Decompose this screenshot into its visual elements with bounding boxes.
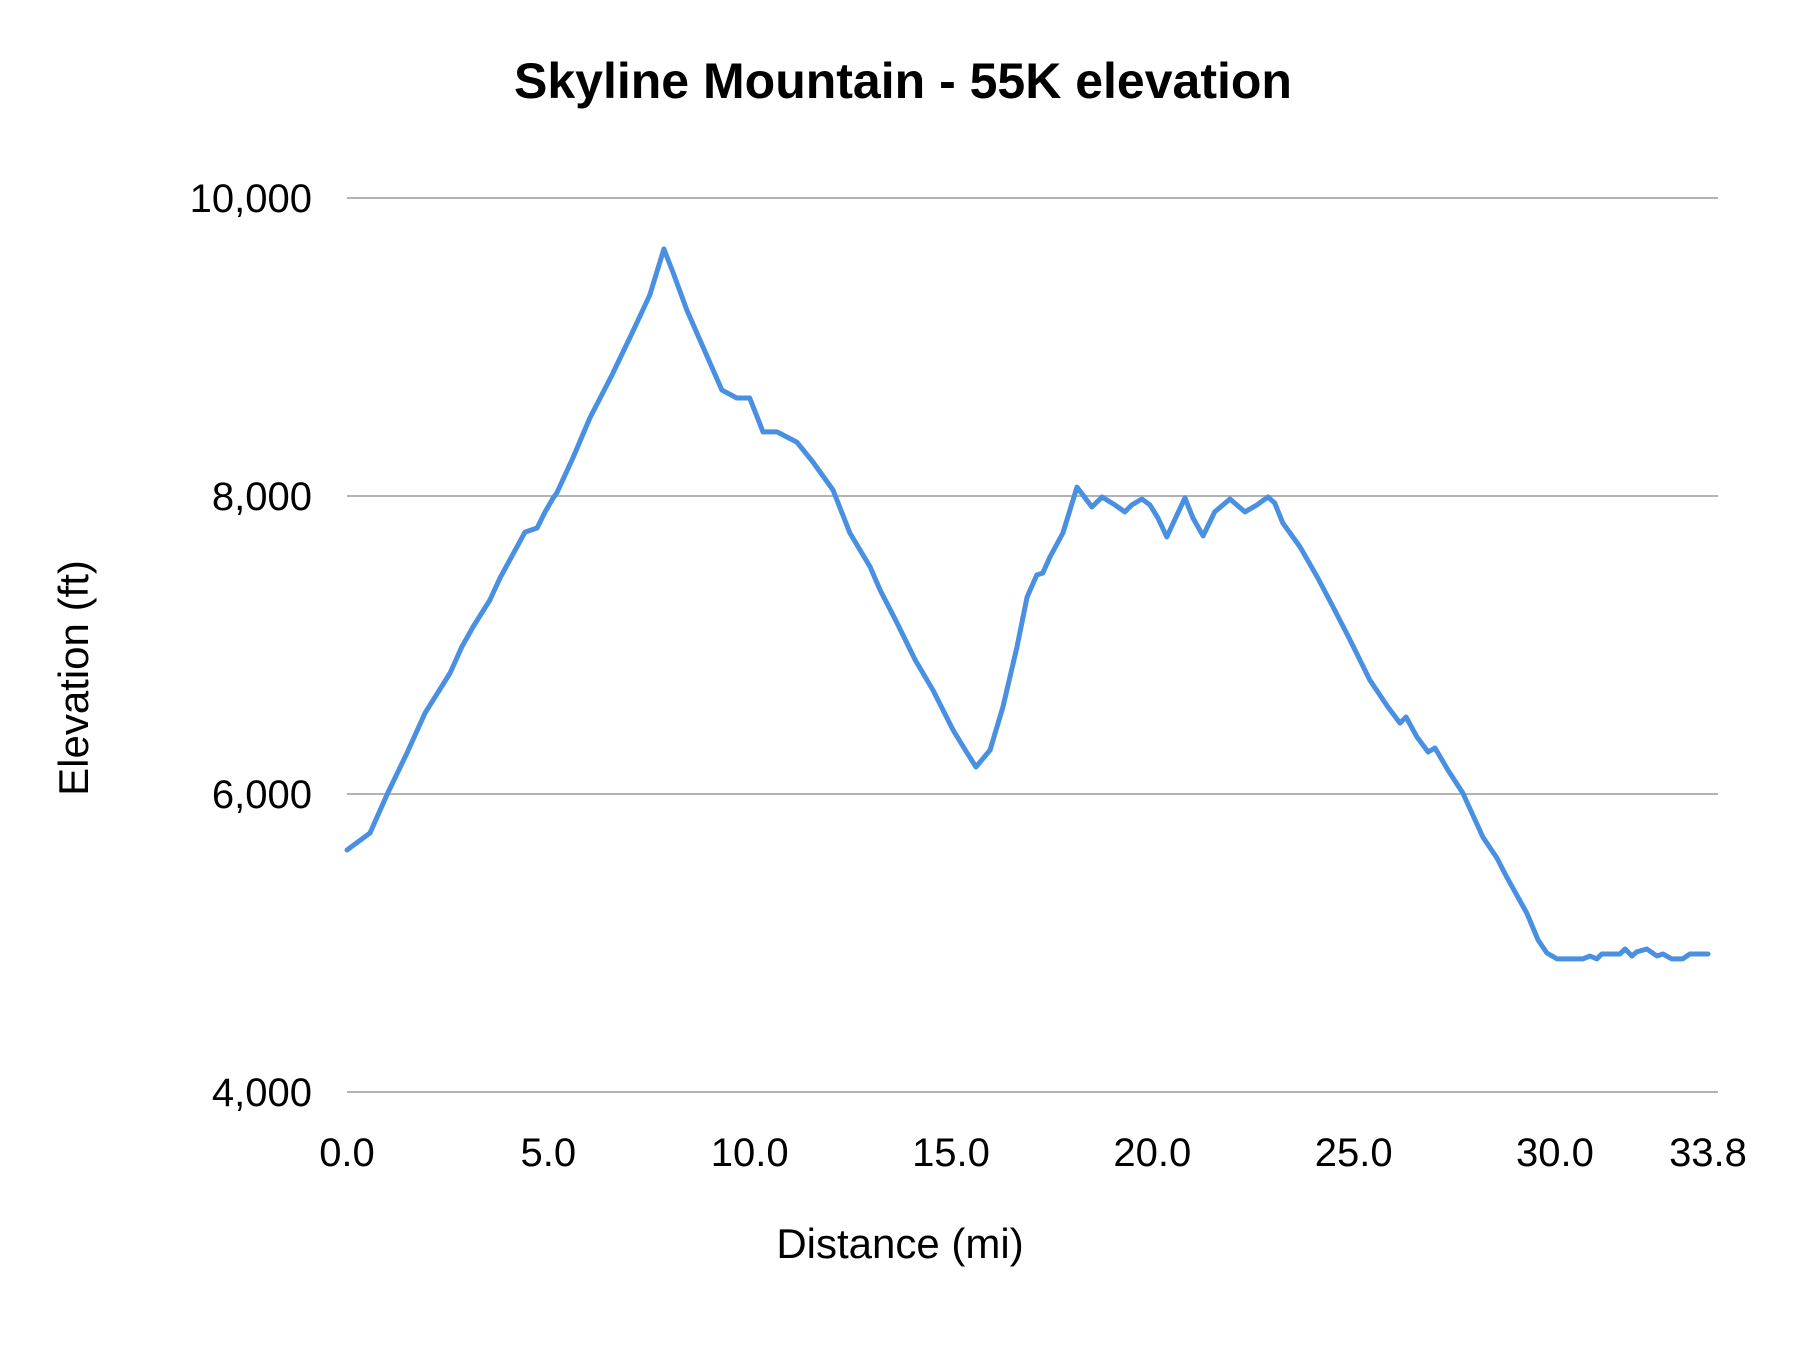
elevation-line	[344, 246, 1711, 962]
x-tick-label: 33.8	[1669, 1131, 1747, 1175]
chart-title: Skyline Mountain - 55K elevation	[514, 53, 1292, 109]
data-series	[344, 246, 1711, 962]
x-tick-label: 0.0	[319, 1131, 375, 1175]
x-tick-label: 5.0	[521, 1131, 577, 1175]
x-axis-title: Distance (mi)	[776, 1220, 1023, 1267]
y-tick-label: 6,000	[212, 773, 312, 817]
y-axis-title: Elevation (ft)	[50, 560, 97, 796]
x-axis-ticks: 0.0 5.0 10.0 15.0 20.0 25.0 30.0 33.8	[319, 1131, 1747, 1175]
y-tick-label: 4,000	[212, 1071, 312, 1115]
x-tick-label: 10.0	[711, 1131, 789, 1175]
x-tick-label: 30.0	[1516, 1131, 1594, 1175]
gridlines	[347, 197, 1718, 1093]
y-tick-label: 10,000	[190, 177, 312, 221]
x-tick-label: 15.0	[912, 1131, 990, 1175]
y-axis-ticks: 4,000 6,000 8,000 10,000	[190, 177, 312, 1115]
x-tick-label: 20.0	[1113, 1131, 1191, 1175]
y-tick-label: 8,000	[212, 475, 312, 519]
x-tick-label: 25.0	[1315, 1131, 1393, 1175]
